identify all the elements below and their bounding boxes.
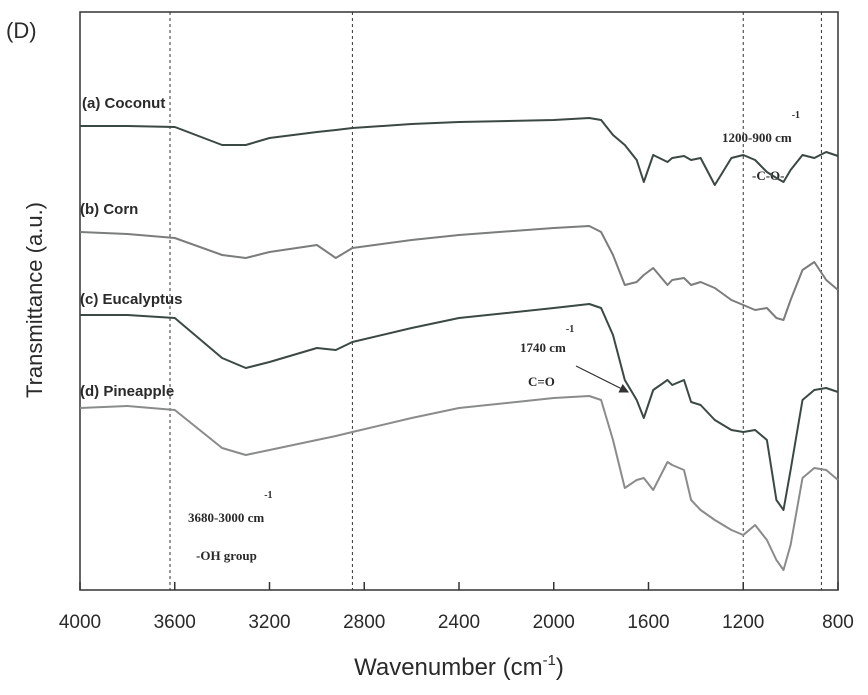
arrow (575, 365, 630, 393)
panel-label: (D) (6, 18, 37, 43)
annotation: 1740 cm-1 (520, 324, 574, 355)
series-label: (c) Eucalyptus (80, 291, 183, 308)
x-tick-label: 2400 (438, 612, 480, 633)
spectrum-line (79, 225, 839, 321)
annotation: C=O (528, 374, 555, 389)
x-tick-label: 3200 (248, 612, 290, 633)
x-tick-label: 800 (822, 612, 854, 633)
annotation: -OH group (196, 548, 257, 563)
plot-frame (79, 11, 839, 591)
series-label: (b) Corn (80, 201, 138, 218)
x-tick-label: 4000 (59, 612, 101, 633)
x-tick-label: 1200 (722, 612, 764, 633)
x-tick-label: 3600 (154, 612, 196, 633)
series-label: (d) Pineapple (80, 383, 174, 400)
annotation: -C-O- (752, 168, 785, 183)
spectrum-line (80, 117, 839, 186)
series-label: (a) Coconut (82, 95, 165, 112)
x-tick-label: 2800 (343, 612, 385, 633)
annotation: 3680-3000 cm-1 (188, 490, 273, 525)
y-axis-label: Transmittance (a.u.) (22, 202, 47, 398)
annotation: 1200-900 cm-1 (722, 110, 800, 145)
x-tick-label: 1600 (627, 612, 669, 633)
x-tick-label: 2000 (533, 612, 575, 633)
spectrum-line (79, 395, 839, 571)
spectrum-line (80, 303, 839, 511)
x-axis-label: Wavenumber (cm-1) (354, 652, 564, 681)
